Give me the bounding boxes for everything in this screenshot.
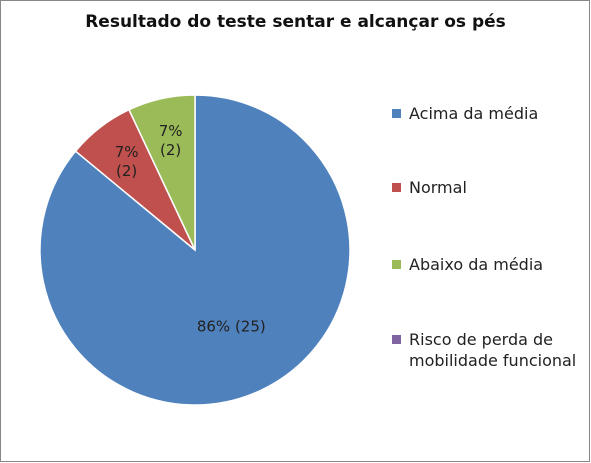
chart-title: Resultado do teste sentar e alcançar os …: [85, 12, 506, 32]
legend-swatch: [392, 109, 401, 118]
legend-entry: Abaixo da média: [392, 254, 587, 275]
legend-label: Acima da média: [409, 104, 539, 123]
legend-entry: Normal: [392, 177, 587, 198]
legend-swatch: [392, 260, 401, 269]
pie-slice: [128, 94, 196, 251]
legend-label: Risco de perda de mobilidade funcional: [409, 330, 577, 370]
legend-swatch: [392, 183, 401, 192]
legend-entry: Risco de perda de mobilidade funcional: [392, 329, 587, 371]
legend-swatch: [392, 335, 401, 344]
legend-label: Abaixo da média: [409, 255, 544, 274]
data-label: 7% (2): [158, 122, 183, 160]
data-label: 7% (2): [114, 142, 139, 180]
legend-entry: Acima da média: [392, 103, 587, 124]
data-label: 86% (25): [196, 317, 266, 336]
legend-label: Normal: [409, 178, 467, 197]
